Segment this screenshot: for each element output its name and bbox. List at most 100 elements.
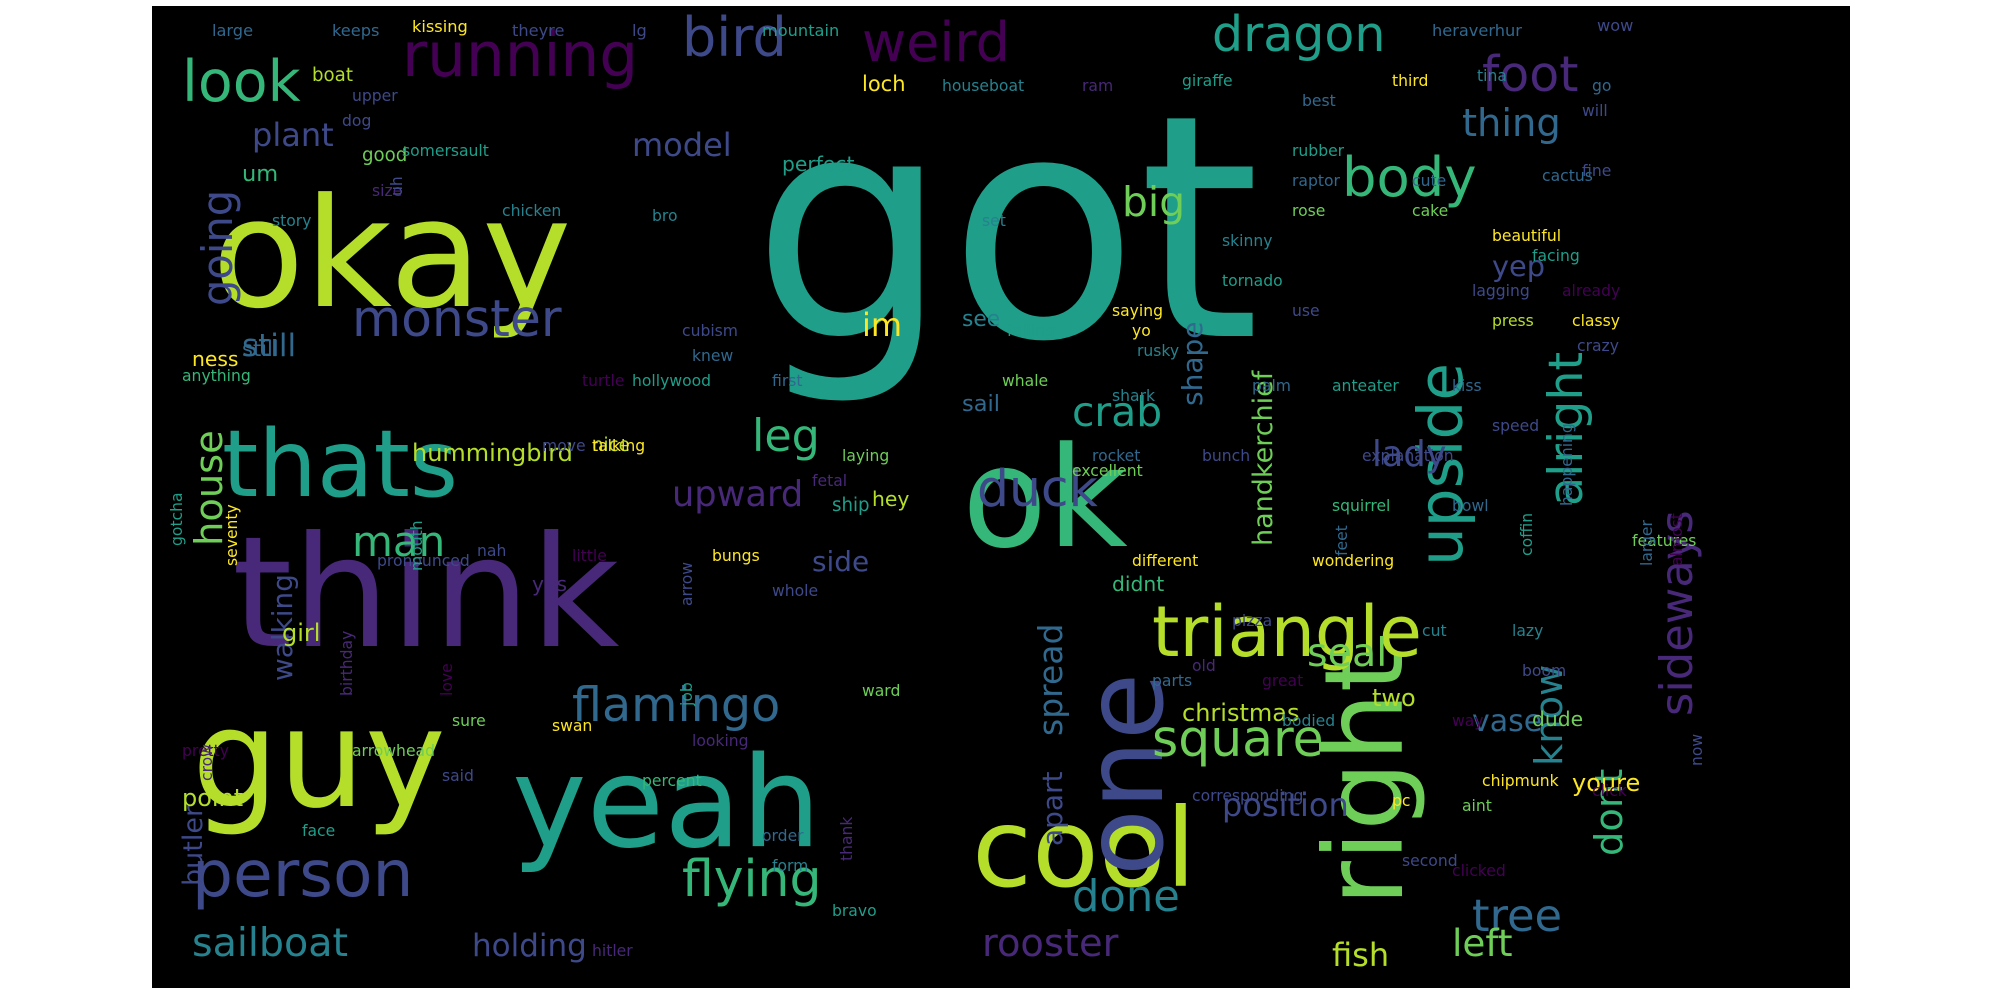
word-anteater: anteater [1332,377,1399,395]
word-order: order [762,827,804,845]
word-will: will [1582,102,1608,120]
word-aint: aint [1462,797,1492,815]
word-palm: palm [1252,377,1291,395]
word-use: use [1292,302,1320,320]
word-point: point [182,784,243,812]
word-fine: fine [1582,162,1611,180]
word-skinny: skinny [1222,232,1272,250]
word-fish: fish [1332,936,1389,974]
word-job: job [678,682,696,707]
word-lady: lady [1372,434,1447,475]
word-im: im [862,306,902,344]
word-way: way [1452,712,1484,730]
word-see: see [962,307,1000,332]
word-crazy: crazy [1577,337,1619,355]
word-boom: boom [1522,662,1566,680]
word-looking: looking [692,732,749,750]
word-keeps: keeps [332,21,379,40]
word-tina: tina [1477,67,1507,85]
word-cactus: cactus [1542,167,1593,185]
word-still: still [242,337,279,361]
word-cool: cool [972,785,1196,912]
word-guy: guy [192,680,446,839]
word-wow: wow [1597,16,1633,35]
word-chicken: chicken [502,202,561,220]
word-ward: ward [862,682,900,700]
word-arrow: arrow [678,562,696,606]
word-gotcha: gotcha [168,492,186,546]
word-running: running [402,20,638,91]
word-different: different [1132,552,1198,570]
word-square: square [1152,709,1324,768]
word-large: large [212,21,253,40]
word-great: great [1262,672,1303,690]
word-birthday: birthday [338,631,356,696]
word-bunch: bunch [1202,447,1250,465]
word-sure: sure [452,712,486,730]
word-person: person [192,837,413,912]
word-house: house [187,430,232,546]
word-thank: thank [838,817,856,861]
word-turtle: turtle [582,372,624,390]
word-rubber: rubber [1292,142,1345,160]
word-upper: upper [352,87,398,105]
word-rocket: rocket [1092,447,1140,465]
word-bravo: bravo [832,902,877,920]
word-dragon: dragon [1212,6,1385,63]
word-excellent: excellent [1072,462,1143,480]
word-swan: swan [552,717,592,735]
word-little: little [572,547,607,565]
word-corresponding: corresponding [1192,787,1303,805]
word-left: left [1452,921,1513,965]
word-good: good [362,145,407,166]
word-larger: larger [1638,519,1656,566]
word-boat: boat [312,65,353,86]
word-fetal: fetal [812,472,847,490]
word-percent: percent [642,772,702,790]
word-bro: bro [652,207,678,225]
word-rooster: rooster [982,921,1119,966]
word-handkerchief: handkerchief [1248,369,1279,546]
word-cubism: cubism [682,322,738,340]
word-rose: rose [1292,202,1325,220]
word-size: size [372,182,402,200]
word-bodied: bodied [1282,712,1335,730]
word-ship: ship [832,495,870,516]
word-coffin: coffin [1518,513,1536,556]
word-right: right [1301,649,1428,906]
word-form: form [772,857,808,875]
word-apart: apart [1036,771,1069,846]
word-spread: spread [1031,624,1070,736]
word-one: one [1061,673,1188,876]
word-speed: speed [1492,417,1539,435]
word-walking: walking [266,574,299,681]
word-chipmunk: chipmunk [1482,772,1559,790]
word-mountain: mountain [762,21,839,40]
word-triangle: triangle [1152,591,1422,673]
word-perfect: perfect [782,152,854,176]
word-cut: cut [1422,622,1447,640]
word-tree: tree [1472,889,1562,942]
word-best: best [1302,92,1336,110]
word-first: first [772,372,802,390]
word-ram: ram [1082,77,1113,95]
word-second: second [1402,852,1458,870]
word-dog: dog [342,112,371,130]
word-shape: shape [1176,322,1209,407]
word-got: got [752,49,1260,410]
word-sideways: sideways [1650,510,1703,716]
word-happening: happening [1558,423,1576,506]
word-hey: hey [872,487,909,511]
word-man: man [352,517,445,566]
word-parts: parts [1152,672,1192,690]
word-go: go [1592,77,1611,95]
word-clicked: clicked [1452,862,1506,880]
word-yo: yo [1132,322,1151,340]
word-thats: thats [222,410,458,518]
word-move: move [542,437,586,455]
word-okay: okay [212,166,572,342]
word-press: press [1492,312,1534,330]
word-two: two [1372,684,1416,712]
word-lg: lg [632,21,647,40]
